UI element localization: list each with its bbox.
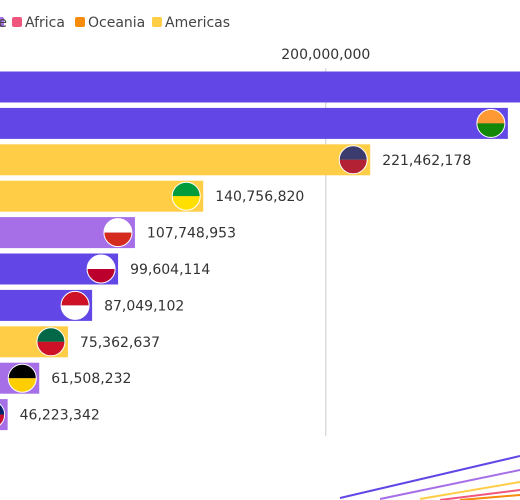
flag-bottom — [476, 123, 505, 138]
flag — [103, 218, 133, 248]
value-label: 75,362,637 — [80, 335, 160, 351]
flag-bottom — [339, 159, 368, 174]
flag-bottom — [103, 232, 132, 247]
flag-border — [36, 327, 66, 357]
flag — [476, 108, 506, 138]
flag-border — [86, 254, 116, 284]
flag-bottom — [61, 305, 90, 320]
flag — [36, 327, 66, 357]
flag-border — [0, 403, 6, 426]
value-label: 140,756,820 — [215, 189, 304, 205]
timeline-line — [339, 455, 520, 499]
legend-swatch — [12, 17, 22, 27]
legend-swatch — [75, 17, 85, 27]
flag-bottom — [87, 269, 116, 283]
flag-bottom — [8, 378, 37, 393]
bar-layer: 221,462,178 140,756,820 107,748,953 99,604,… — [0, 71, 520, 431]
legend-swatch — [0, 17, 4, 27]
flag-top — [476, 109, 505, 124]
legend: e Africa Oceania Americas — [0, 15, 230, 31]
bar — [0, 144, 371, 176]
legend-swatch — [152, 17, 162, 27]
flag-border — [476, 108, 506, 138]
bar — [0, 71, 520, 103]
flag — [60, 290, 90, 320]
flag-border — [338, 145, 368, 175]
value-label: 87,049,102 — [104, 298, 184, 314]
flag — [171, 181, 201, 211]
bar — [0, 107, 508, 139]
flag-border — [103, 218, 133, 248]
flag-top — [36, 327, 65, 342]
mini-timeline — [339, 455, 520, 500]
legend-label: e — [0, 15, 7, 31]
flag — [7, 363, 37, 393]
flag-border — [60, 290, 90, 320]
x-tick-label: 200,000,000 — [281, 47, 370, 63]
legend-label: Oceania — [88, 15, 145, 31]
legend-label: Americas — [165, 15, 230, 31]
flag-top — [339, 145, 368, 160]
timeline-line — [419, 481, 520, 500]
value-label: 221,462,178 — [382, 153, 471, 169]
value-label: 46,223,342 — [20, 408, 100, 424]
flag-top — [87, 255, 116, 269]
flag-top — [172, 182, 201, 197]
grid-layer: 200,000,000 — [281, 47, 370, 436]
flag — [0, 400, 6, 429]
timeline-line — [439, 489, 520, 500]
legend-label: Africa — [25, 15, 65, 31]
flag-border — [7, 363, 37, 393]
flag — [86, 254, 116, 284]
timeline-line — [459, 494, 520, 500]
flag — [338, 145, 368, 175]
flag-top — [61, 291, 90, 306]
flag-top — [8, 364, 37, 379]
flag-bottom — [172, 196, 201, 211]
value-label: 99,604,114 — [130, 262, 210, 278]
bar — [0, 180, 204, 212]
value-label: 107,748,953 — [147, 226, 236, 242]
flag-border — [171, 181, 201, 211]
timeline-line — [379, 469, 520, 500]
flag-top — [103, 218, 132, 233]
flag-bottom — [36, 341, 65, 356]
value-label: 61,508,232 — [51, 371, 131, 387]
